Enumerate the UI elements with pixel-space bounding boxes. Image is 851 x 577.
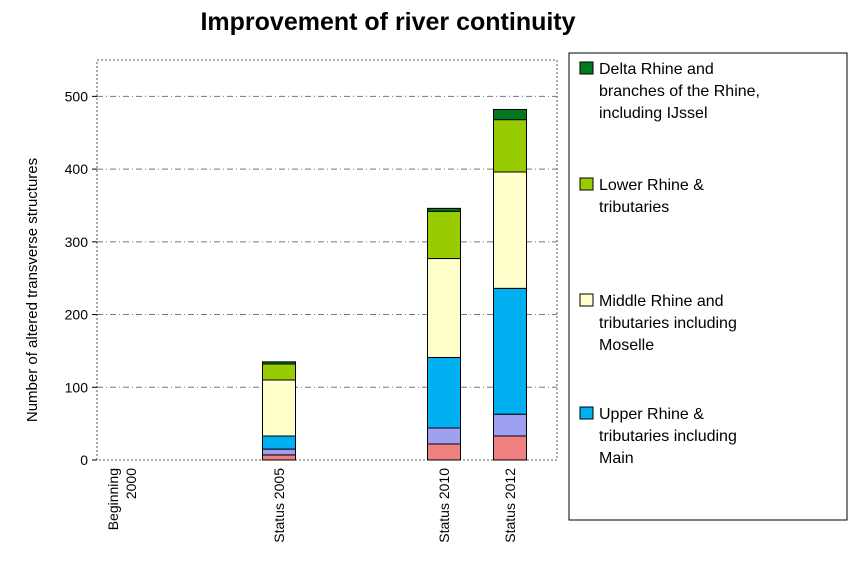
bar-segment-2-2 — [427, 356, 461, 429]
bar-segment-3-3 — [493, 171, 527, 289]
bar-segment-3-1 — [493, 413, 527, 437]
bar-segment-1-3 — [262, 379, 296, 437]
bar-segment-2-4 — [427, 210, 461, 260]
bar-segment-3-5 — [493, 108, 527, 121]
x-tick-label: Status 2010 — [436, 468, 452, 543]
legend-swatch — [579, 406, 594, 420]
plot-frame — [96, 59, 558, 461]
bar-segment-1-1 — [262, 448, 296, 456]
bar-segment-1-0 — [262, 454, 296, 461]
y-tick-label: 200 — [65, 307, 89, 323]
legend-swatch — [579, 61, 594, 75]
legend-label: Upper Rhine & — [599, 406, 704, 423]
bar-segment-3-0 — [493, 435, 527, 461]
x-axis-ticks: Beginning 2000 Status 2005 Status 2010 Statu… — [105, 468, 518, 543]
bars — [262, 108, 527, 461]
bar-segment-3-4 — [493, 119, 527, 173]
legend-label: branches of the Rhine, — [599, 83, 760, 100]
x-tick-label: Status 2012 — [502, 468, 518, 543]
bar-segment-3-2 — [493, 287, 527, 415]
x-tick-label: Beginning — [105, 468, 121, 530]
legend-box — [568, 52, 848, 521]
legend-swatch — [579, 293, 594, 307]
y-tick-label: 400 — [65, 161, 89, 177]
bar-segment-1-5 — [262, 361, 296, 365]
legend-label: Delta Rhine and — [599, 61, 714, 78]
legend-label: Moselle — [599, 337, 654, 354]
y-tick-label: 0 — [80, 452, 88, 468]
bar-segment-2-5 — [427, 207, 461, 212]
y-tick-label: 500 — [65, 88, 89, 104]
bar-segment-2-1 — [427, 427, 461, 445]
bar-segment-1-4 — [262, 363, 296, 381]
bar-segment-1-2 — [262, 435, 296, 450]
y-axis-ticks: 0 100 200 300 400 500 — [65, 88, 97, 468]
legend-label: Lower Rhine & — [599, 177, 704, 194]
legend: Delta Rhine and branches of the Rhine, inc… — [579, 61, 760, 467]
y-axis-label: Number of altered transverse structures — [24, 158, 41, 422]
y-tick-label: 100 — [65, 379, 89, 395]
chart-title: Improvement of river continuity — [200, 8, 575, 36]
x-tick-label: 2000 — [123, 468, 139, 499]
bar-segment-2-0 — [427, 443, 461, 461]
legend-label: Main — [599, 450, 634, 467]
gridlines — [97, 95, 557, 388]
legend-label: including IJssel — [599, 105, 708, 122]
legend-label: tributaries including — [599, 315, 737, 332]
legend-label: Middle Rhine and — [599, 293, 724, 310]
bar-segment-2-3 — [427, 258, 461, 358]
legend-label: tributaries including — [599, 428, 737, 445]
legend-label: tributaries — [599, 199, 669, 216]
x-tick-label: Status 2005 — [271, 468, 287, 543]
legend-swatch — [579, 177, 594, 191]
y-tick-label: 300 — [65, 234, 89, 250]
